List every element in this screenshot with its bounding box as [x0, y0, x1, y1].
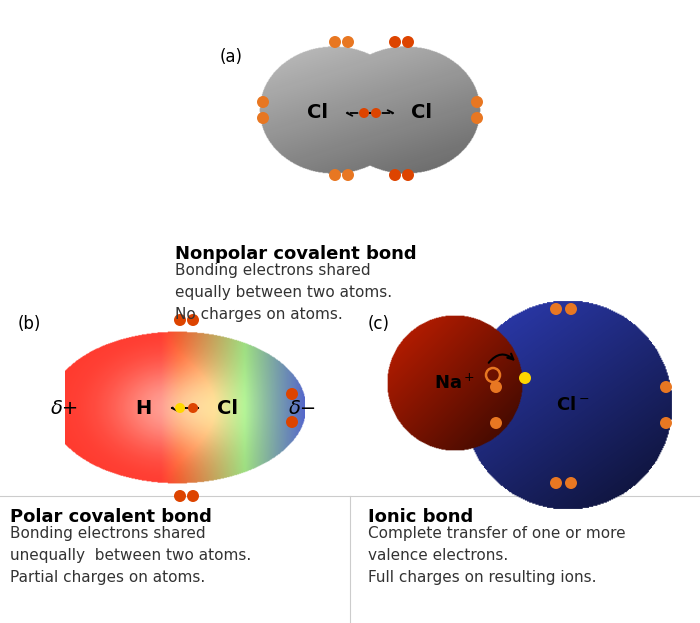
Circle shape — [389, 169, 401, 181]
Circle shape — [490, 381, 502, 393]
Circle shape — [187, 490, 199, 502]
Circle shape — [565, 303, 577, 315]
Text: (b): (b) — [18, 315, 41, 333]
Circle shape — [359, 108, 369, 118]
Text: δ+: δ+ — [51, 399, 79, 417]
Text: Na$^+$: Na$^+$ — [435, 373, 475, 392]
Text: Polar covalent bond: Polar covalent bond — [10, 508, 212, 526]
Circle shape — [174, 490, 186, 502]
Text: δ−: δ− — [289, 399, 317, 417]
Circle shape — [471, 112, 483, 124]
Circle shape — [187, 314, 199, 326]
Text: Cl: Cl — [307, 103, 328, 123]
Circle shape — [329, 36, 341, 48]
Circle shape — [565, 477, 577, 489]
Text: Cl: Cl — [412, 103, 433, 123]
Circle shape — [342, 36, 354, 48]
Circle shape — [660, 381, 672, 393]
Circle shape — [660, 417, 672, 429]
Circle shape — [550, 303, 562, 315]
Text: Nonpolar covalent bond: Nonpolar covalent bond — [175, 245, 416, 263]
Circle shape — [257, 112, 269, 124]
Circle shape — [389, 36, 401, 48]
Circle shape — [371, 108, 381, 118]
Text: Ionic bond: Ionic bond — [368, 508, 473, 526]
Circle shape — [257, 96, 269, 108]
Circle shape — [174, 314, 186, 326]
Text: Cl: Cl — [216, 399, 237, 417]
Circle shape — [286, 416, 298, 428]
Text: Bonding electrons shared
equally between two atoms.
No charges on atoms.: Bonding electrons shared equally between… — [175, 263, 392, 322]
Circle shape — [188, 403, 198, 413]
Circle shape — [550, 477, 562, 489]
Text: Cl$^-$: Cl$^-$ — [556, 396, 589, 414]
Text: H: H — [135, 399, 151, 417]
Circle shape — [286, 388, 298, 400]
Circle shape — [402, 36, 414, 48]
Circle shape — [519, 372, 531, 384]
Text: Bonding electrons shared
unequally  between two atoms.
Partial charges on atoms.: Bonding electrons shared unequally betwe… — [10, 526, 251, 586]
Circle shape — [402, 169, 414, 181]
Text: (a): (a) — [220, 48, 243, 66]
Text: (c): (c) — [368, 315, 390, 333]
Circle shape — [175, 403, 185, 413]
Circle shape — [342, 169, 354, 181]
Circle shape — [471, 96, 483, 108]
Circle shape — [490, 417, 502, 429]
Text: Complete transfer of one or more
valence electrons.
Full charges on resulting io: Complete transfer of one or more valence… — [368, 526, 626, 586]
Circle shape — [329, 169, 341, 181]
